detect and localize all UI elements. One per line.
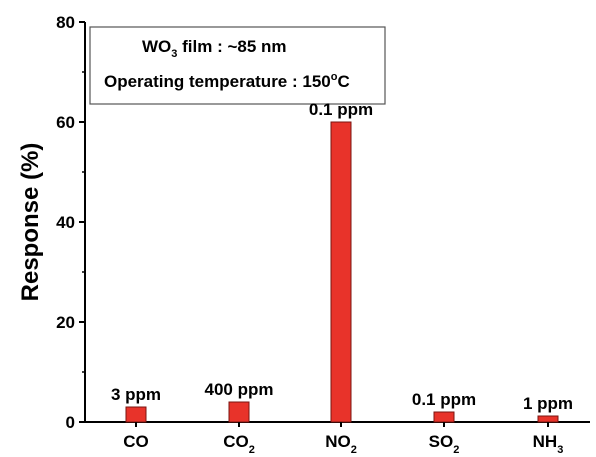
y-tick-label: 60 — [56, 113, 75, 132]
bar-data-label: 400 ppm — [205, 380, 274, 399]
x-tick-label: CO2 — [223, 432, 255, 456]
bar-data-label: 3 ppm — [111, 385, 161, 404]
x-tick-label: CO — [123, 432, 149, 451]
y-tick-label: 20 — [56, 313, 75, 332]
y-tick-label: 0 — [66, 413, 75, 432]
bar — [433, 411, 455, 423]
x-tick-label: NH3 — [533, 432, 564, 456]
y-tick-label: 80 — [56, 13, 75, 32]
x-tick-label: SO2 — [429, 432, 460, 456]
annotation-film-thickness: WO3 film : ~85 nm — [142, 37, 287, 60]
y-tick-label: 40 — [56, 213, 75, 232]
bars — [125, 121, 559, 423]
y-axis-label: Response (%) — [17, 143, 44, 302]
bar — [330, 121, 352, 423]
annotation-operating-temperature: Operating temperature : 150oC — [104, 71, 350, 91]
y-ticks: 0 20 40 60 80 — [56, 13, 85, 432]
bar — [228, 401, 250, 423]
bar-data-label: 0.1 ppm — [309, 100, 373, 119]
bar-data-label: 0.1 ppm — [412, 390, 476, 409]
bar-data-label: 1 ppm — [523, 394, 573, 413]
x-tick-label: NO2 — [325, 432, 357, 456]
bar — [537, 415, 559, 423]
data-labels: 3 ppm 400 ppm 0.1 ppm 0.1 ppm 1 ppm — [111, 100, 573, 413]
x-tick-labels: CO CO2 NO2 SO2 NH3 — [123, 422, 563, 456]
bar — [125, 406, 147, 423]
annotation-box: WO3 film : ~85 nm Operating temperature … — [89, 26, 386, 105]
